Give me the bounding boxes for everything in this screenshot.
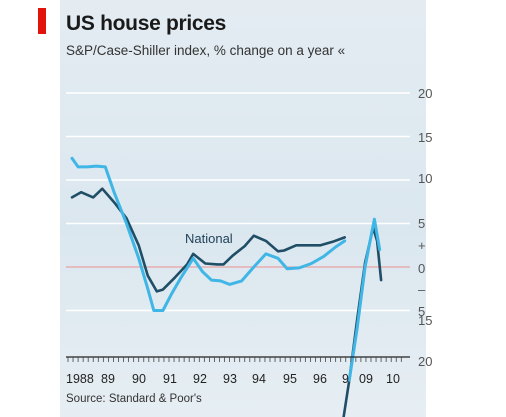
chart-title: US house prices (66, 12, 227, 35)
x-tick-label: 91 (163, 372, 177, 386)
y-tick-label: 5 (418, 216, 425, 231)
y-tick-label: + (418, 238, 426, 253)
y-tick-label: 15 (418, 313, 432, 328)
x-tick-label: 95 (283, 372, 297, 386)
y-tick-label: 15 (418, 130, 432, 145)
y-tick-label: 5 (418, 304, 425, 319)
y-tick-label: 20 (418, 354, 432, 369)
x-tick-label: 94 (252, 372, 266, 386)
x-tick-label: 1988 (66, 372, 94, 386)
x-tick-label: 96 (313, 372, 327, 386)
x-tick-label: 92 (193, 372, 207, 386)
y-tick-label: 10 (418, 171, 432, 186)
x-tick-labels: 1988 89 90 91 92 93 94 95 96 9 09 10 (66, 372, 400, 386)
series-line-national (70, 187, 346, 293)
grid-lines (66, 92, 410, 312)
x-tick-label: 90 (132, 372, 146, 386)
chart-source: Source: Standard & Poor's (66, 393, 202, 405)
series-line-national (342, 226, 383, 417)
x-tick-label: 89 (101, 372, 115, 386)
y-tick-label: 20 (418, 86, 432, 101)
x-tick-label: 10 (386, 372, 400, 386)
series-line-light-blue (70, 156, 347, 312)
x-tick-label: 09 (359, 372, 373, 386)
chart-subtitle: S&P/Case-Shiller index, % change on a ye… (66, 43, 346, 58)
series-lines (70, 156, 383, 417)
x-tick-label: 93 (223, 372, 237, 386)
series-line-light-blue (347, 217, 382, 382)
annotation-national: National (185, 231, 233, 246)
x-tick-label: 9 (342, 372, 349, 386)
red-accent-bar (38, 8, 46, 34)
y-tick-label: – (418, 282, 426, 297)
y-tick-label: 0 (418, 261, 425, 276)
x-axis (66, 356, 410, 362)
